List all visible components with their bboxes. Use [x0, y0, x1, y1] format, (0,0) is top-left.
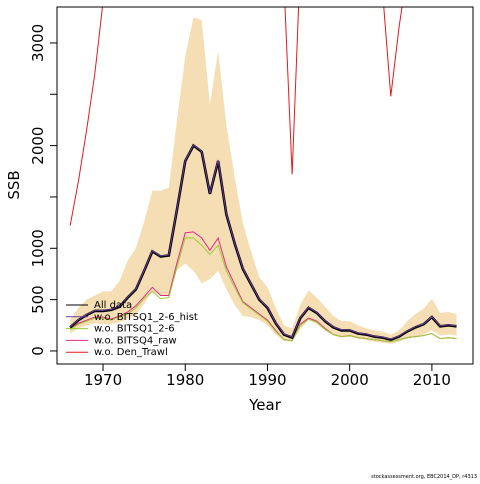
plot-area	[69, 7, 457, 344]
legend-label: w.o. BITSQ4_raw	[94, 335, 177, 346]
y-tick-label: 0	[29, 346, 47, 356]
confidence-band	[70, 17, 457, 344]
y-tick-label: 3000	[29, 24, 47, 62]
legend-label: w.o. BITSQ1_2-6	[94, 324, 175, 335]
plot-frame	[56, 6, 474, 365]
legend-label: w.o. Den_Trawl	[94, 347, 168, 358]
series-line	[69, 7, 403, 226]
y-tick-label: 500	[29, 285, 47, 314]
x-tick-label: 2000	[331, 371, 369, 389]
legend-label: All data	[94, 300, 132, 311]
series-line	[69, 144, 457, 340]
legend-label: w.o. BITSQ1_2-6_hist	[94, 312, 198, 323]
series-line	[69, 237, 457, 343]
x-tick-label: 1990	[248, 371, 286, 389]
x-tick-label: 1970	[84, 371, 122, 389]
y-tick-label: 2000	[29, 127, 47, 165]
x-axis-label: Year	[248, 396, 282, 414]
y-axis-label: SSB	[5, 170, 23, 199]
x-tick-label: 2010	[413, 371, 451, 389]
y-tick-label: 1000	[29, 229, 47, 267]
x-tick-label: 1980	[166, 371, 204, 389]
footer: stockassessment.org, EBC2014_DP, r4313	[371, 474, 477, 480]
